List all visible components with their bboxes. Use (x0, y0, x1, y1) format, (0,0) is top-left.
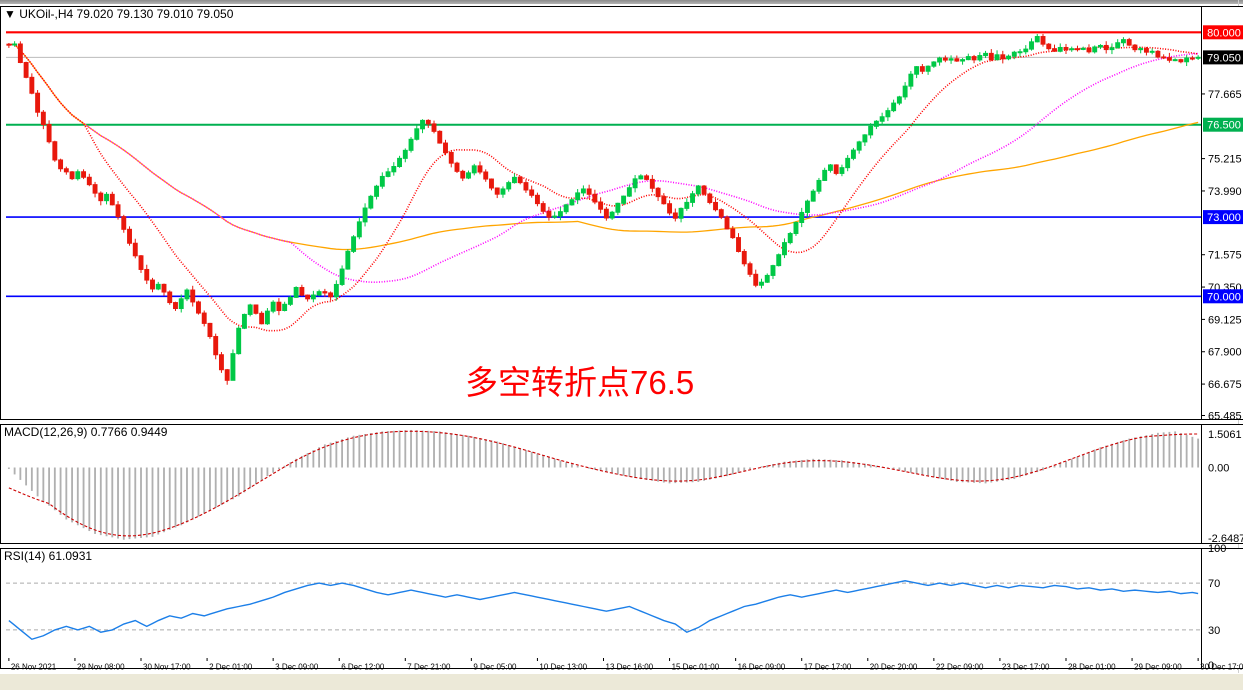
svg-text:76.500: 76.500 (1207, 120, 1241, 132)
svg-text:69.125: 69.125 (1208, 314, 1242, 326)
svg-text:15 Dec 01:00: 15 Dec 01:00 (672, 663, 720, 672)
svg-text:77.665: 77.665 (1208, 89, 1242, 101)
svg-text:2 Dec 01:00: 2 Dec 01:00 (209, 663, 253, 672)
svg-text:66.675: 66.675 (1208, 379, 1242, 391)
svg-text:3 Dec 09:00: 3 Dec 09:00 (275, 663, 319, 672)
svg-text:0.00: 0.00 (1208, 463, 1229, 475)
svg-text:28 Dec 01:00: 28 Dec 01:00 (1068, 663, 1116, 672)
svg-text:22 Dec 09:00: 22 Dec 09:00 (936, 663, 984, 672)
svg-text:67.900: 67.900 (1208, 347, 1242, 359)
svg-text:26 Nov 2021: 26 Nov 2021 (11, 663, 57, 672)
svg-text:65.485: 65.485 (1208, 411, 1242, 423)
svg-text:20 Dec 20:00: 20 Dec 20:00 (870, 663, 918, 672)
svg-text:7 Dec 21:00: 7 Dec 21:00 (407, 663, 451, 672)
svg-text:71.575: 71.575 (1208, 250, 1242, 262)
svg-text:80.000: 80.000 (1207, 27, 1241, 39)
svg-text:30: 30 (1208, 625, 1220, 637)
svg-text:10 Dec 13:00: 10 Dec 13:00 (539, 663, 587, 672)
svg-text:23 Dec 17:00: 23 Dec 17:00 (1002, 663, 1050, 672)
svg-text:100: 100 (1208, 543, 1226, 555)
svg-text:17 Dec 17:00: 17 Dec 17:00 (804, 663, 852, 672)
svg-text:30 Nov 17:00: 30 Nov 17:00 (143, 663, 191, 672)
svg-text:73.990: 73.990 (1208, 186, 1242, 198)
svg-text:70: 70 (1208, 578, 1220, 590)
svg-text:29 Dec 09:00: 29 Dec 09:00 (1134, 663, 1182, 672)
svg-text:6 Dec 12:00: 6 Dec 12:00 (341, 663, 385, 672)
svg-text:75.215: 75.215 (1208, 154, 1242, 166)
svg-text:30 Dec 17:00: 30 Dec 17:00 (1200, 663, 1243, 672)
svg-text:9 Dec 05:00: 9 Dec 05:00 (473, 663, 517, 672)
svg-text:29 Nov 08:00: 29 Nov 08:00 (77, 663, 125, 672)
svg-text:1.5061: 1.5061 (1208, 429, 1242, 441)
svg-text:16 Dec 09:00: 16 Dec 09:00 (738, 663, 786, 672)
svg-text:13 Dec 16:00: 13 Dec 16:00 (606, 663, 654, 672)
svg-text:73.000: 73.000 (1207, 212, 1241, 224)
svg-text:70.000: 70.000 (1207, 291, 1241, 303)
svg-text:79.050: 79.050 (1207, 52, 1241, 64)
